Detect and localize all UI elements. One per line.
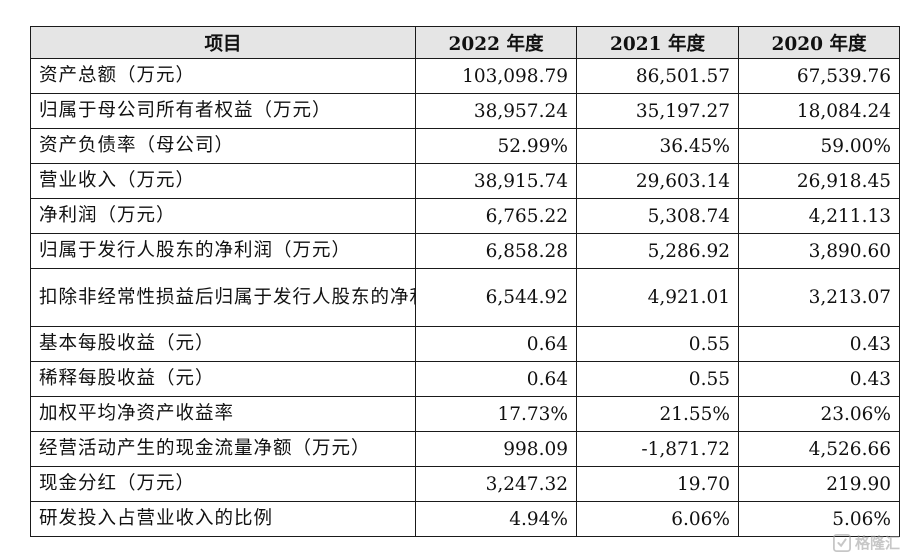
cell-2022: 4.94%	[415, 501, 577, 537]
table-row: 归属于母公司所有者权益（万元） 38,957.24 35,197.27 18,0…	[30, 93, 900, 129]
cell-2021: 21.55%	[576, 396, 739, 432]
header-item: 项目	[30, 26, 416, 59]
cell-2020: 3,213.07	[738, 268, 900, 327]
table-body: 资产总额（万元） 103,098.79 86,501.57 67,539.76 …	[30, 58, 900, 537]
cell-2020: 26,918.45	[738, 163, 900, 199]
header-row: 项目 2022 年度 2021 年度 2020 年度	[30, 26, 900, 59]
row-label: 基本每股收益（元）	[30, 326, 416, 362]
cell-2022: 38,915.74	[415, 163, 577, 199]
table-row: 现金分红（万元） 3,247.32 19.70 219.90	[30, 466, 900, 502]
watermark: 格隆汇	[832, 532, 900, 553]
row-label: 扣除非经常性损益后归属于发行人股东的净利润（万元）	[30, 268, 416, 327]
watermark-text: 格隆汇	[854, 534, 900, 552]
row-label: 资产负债率（母公司）	[30, 128, 416, 164]
row-label: 研发投入占营业收入的比例	[30, 501, 416, 537]
table-row: 稀释每股收益（元） 0.64 0.55 0.43	[30, 361, 900, 397]
cell-2021: 5,286.92	[576, 233, 739, 269]
table-header: 项目 2022 年度 2021 年度 2020 年度	[30, 26, 900, 59]
cell-2022: 52.99%	[415, 128, 577, 164]
table-row: 营业收入（万元） 38,915.74 29,603.14 26,918.45	[30, 163, 900, 199]
cell-2020: 0.43	[738, 361, 900, 397]
row-label: 稀释每股收益（元）	[30, 361, 416, 397]
cell-2022: 0.64	[415, 361, 577, 397]
cell-2020: 59.00%	[738, 128, 900, 164]
cell-2021: 86,501.57	[576, 58, 739, 94]
table-row: 归属于发行人股东的净利润（万元） 6,858.28 5,286.92 3,890…	[30, 233, 900, 269]
cell-2020: 3,890.60	[738, 233, 900, 269]
table-row: 加权平均净资产收益率 17.73% 21.55% 23.06%	[30, 396, 900, 432]
row-label: 加权平均净资产收益率	[30, 396, 416, 432]
gelonghui-logo-icon	[832, 533, 851, 552]
cell-2021: 4,921.01	[576, 268, 739, 327]
row-label: 归属于发行人股东的净利润（万元）	[30, 233, 416, 269]
header-year-2022: 2022 年度	[415, 26, 577, 59]
cell-2021: -1,871.72	[576, 431, 739, 467]
cell-2020: 23.06%	[738, 396, 900, 432]
cell-2022: 0.64	[415, 326, 577, 362]
cell-2021: 19.70	[576, 466, 739, 502]
row-label: 经营活动产生的现金流量净额（万元）	[30, 431, 416, 467]
row-label: 归属于母公司所有者权益（万元）	[30, 93, 416, 129]
cell-2022: 6,858.28	[415, 233, 577, 269]
row-label: 净利润（万元）	[30, 198, 416, 234]
table-row: 资产总额（万元） 103,098.79 86,501.57 67,539.76	[30, 58, 900, 94]
header-year-2021: 2021 年度	[576, 26, 739, 59]
cell-2021: 0.55	[576, 361, 739, 397]
table-row: 净利润（万元） 6,765.22 5,308.74 4,211.13	[30, 198, 900, 234]
row-label: 营业收入（万元）	[30, 163, 416, 199]
financial-table: 项目 2022 年度 2021 年度 2020 年度 资产总额（万元） 103,…	[30, 26, 900, 537]
table-row: 经营活动产生的现金流量净额（万元） 998.09 -1,871.72 4,526…	[30, 431, 900, 467]
table-row: 资产负债率（母公司） 52.99% 36.45% 59.00%	[30, 128, 900, 164]
cell-2020: 67,539.76	[738, 58, 900, 94]
cell-2020: 4,526.66	[738, 431, 900, 467]
cell-2022: 38,957.24	[415, 93, 577, 129]
row-label: 现金分红（万元）	[30, 466, 416, 502]
cell-2020: 5.06%	[738, 501, 900, 537]
cell-2020: 219.90	[738, 466, 900, 502]
cell-2021: 29,603.14	[576, 163, 739, 199]
cell-2022: 998.09	[415, 431, 577, 467]
cell-2022: 6,765.22	[415, 198, 577, 234]
cell-2022: 6,544.92	[415, 268, 577, 327]
table-row: 扣除非经常性损益后归属于发行人股东的净利润（万元） 6,544.92 4,921…	[30, 268, 900, 327]
cell-2022: 17.73%	[415, 396, 577, 432]
cell-2021: 5,308.74	[576, 198, 739, 234]
table-row: 基本每股收益（元） 0.64 0.55 0.43	[30, 326, 900, 362]
cell-2021: 0.55	[576, 326, 739, 362]
table-row: 研发投入占营业收入的比例 4.94% 6.06% 5.06%	[30, 501, 900, 537]
cell-2020: 0.43	[738, 326, 900, 362]
cell-2021: 6.06%	[576, 501, 739, 537]
header-year-2020: 2020 年度	[738, 26, 900, 59]
row-label: 资产总额（万元）	[30, 58, 416, 94]
cell-2020: 4,211.13	[738, 198, 900, 234]
cell-2021: 36.45%	[576, 128, 739, 164]
cell-2022: 103,098.79	[415, 58, 577, 94]
cell-2021: 35,197.27	[576, 93, 739, 129]
cell-2020: 18,084.24	[738, 93, 900, 129]
cell-2022: 3,247.32	[415, 466, 577, 502]
